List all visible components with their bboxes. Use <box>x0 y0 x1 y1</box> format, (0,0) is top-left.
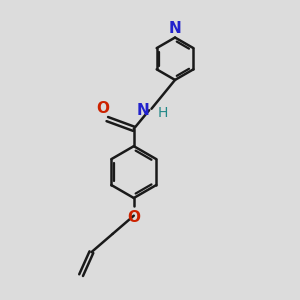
Text: N: N <box>169 21 182 36</box>
Text: H: H <box>158 106 168 120</box>
Text: O: O <box>127 210 140 225</box>
Text: O: O <box>96 101 110 116</box>
Text: N: N <box>136 103 149 118</box>
